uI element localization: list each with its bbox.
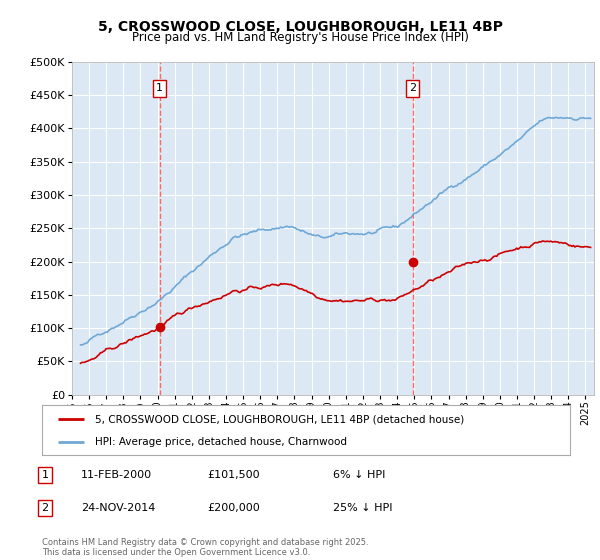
- Text: Contains HM Land Registry data © Crown copyright and database right 2025.
This d: Contains HM Land Registry data © Crown c…: [42, 538, 368, 557]
- Text: 11-FEB-2000: 11-FEB-2000: [81, 470, 152, 480]
- Text: 1: 1: [156, 83, 163, 94]
- Text: 2: 2: [41, 503, 49, 513]
- Text: £101,500: £101,500: [207, 470, 260, 480]
- Text: HPI: Average price, detached house, Charnwood: HPI: Average price, detached house, Char…: [95, 437, 347, 447]
- Text: 25% ↓ HPI: 25% ↓ HPI: [333, 503, 392, 513]
- Text: 5, CROSSWOOD CLOSE, LOUGHBOROUGH, LE11 4BP (detached house): 5, CROSSWOOD CLOSE, LOUGHBOROUGH, LE11 4…: [95, 414, 464, 424]
- Text: Price paid vs. HM Land Registry's House Price Index (HPI): Price paid vs. HM Land Registry's House …: [131, 31, 469, 44]
- Text: 24-NOV-2014: 24-NOV-2014: [81, 503, 155, 513]
- Text: 6% ↓ HPI: 6% ↓ HPI: [333, 470, 385, 480]
- Text: 5, CROSSWOOD CLOSE, LOUGHBOROUGH, LE11 4BP: 5, CROSSWOOD CLOSE, LOUGHBOROUGH, LE11 4…: [97, 20, 503, 34]
- Text: 2: 2: [409, 83, 416, 94]
- Text: 1: 1: [41, 470, 49, 480]
- Text: £200,000: £200,000: [207, 503, 260, 513]
